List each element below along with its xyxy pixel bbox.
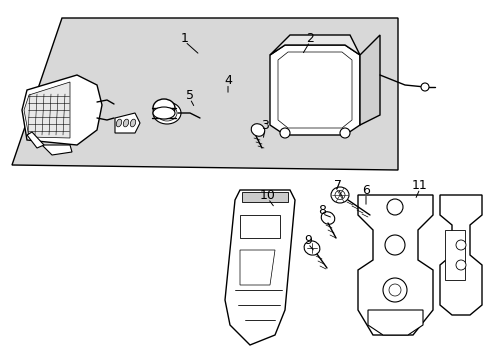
Text: 7: 7 <box>333 179 341 192</box>
Polygon shape <box>242 192 287 202</box>
Circle shape <box>386 199 402 215</box>
Polygon shape <box>12 18 397 170</box>
Text: 6: 6 <box>361 184 369 197</box>
Circle shape <box>384 235 404 255</box>
Polygon shape <box>240 250 274 285</box>
Ellipse shape <box>157 105 177 121</box>
Polygon shape <box>224 190 294 345</box>
Ellipse shape <box>153 102 181 124</box>
Polygon shape <box>367 310 422 335</box>
Polygon shape <box>22 75 102 145</box>
Text: 5: 5 <box>185 89 194 102</box>
Polygon shape <box>269 35 359 55</box>
Polygon shape <box>24 82 70 138</box>
Text: 3: 3 <box>261 118 268 131</box>
Circle shape <box>280 128 289 138</box>
Polygon shape <box>278 52 351 128</box>
Ellipse shape <box>251 124 264 136</box>
Polygon shape <box>357 195 432 335</box>
Polygon shape <box>359 35 379 125</box>
Text: 11: 11 <box>411 179 427 192</box>
Polygon shape <box>269 45 359 135</box>
Polygon shape <box>115 113 140 133</box>
Ellipse shape <box>116 119 122 127</box>
Circle shape <box>382 278 406 302</box>
Polygon shape <box>444 230 464 280</box>
Circle shape <box>455 260 465 270</box>
Ellipse shape <box>304 241 319 255</box>
Text: 4: 4 <box>224 73 231 86</box>
Polygon shape <box>439 195 481 315</box>
Circle shape <box>455 240 465 250</box>
Text: 10: 10 <box>260 189 275 202</box>
Circle shape <box>420 83 428 91</box>
Polygon shape <box>27 132 44 148</box>
Ellipse shape <box>330 187 348 203</box>
Ellipse shape <box>321 212 334 224</box>
Ellipse shape <box>334 190 345 199</box>
Text: 8: 8 <box>317 203 325 216</box>
Ellipse shape <box>130 119 136 127</box>
Polygon shape <box>42 145 72 155</box>
Text: 2: 2 <box>305 32 313 45</box>
Ellipse shape <box>153 99 175 117</box>
Polygon shape <box>240 215 280 238</box>
Ellipse shape <box>123 119 128 127</box>
Ellipse shape <box>153 107 175 119</box>
Text: 9: 9 <box>304 234 311 247</box>
Circle shape <box>388 284 400 296</box>
Circle shape <box>339 128 349 138</box>
Text: 1: 1 <box>181 32 188 45</box>
